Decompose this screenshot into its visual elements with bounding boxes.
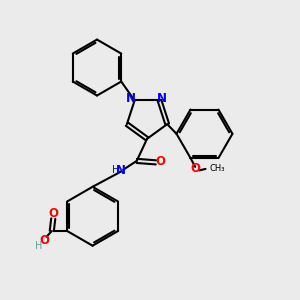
Text: CH₃: CH₃ bbox=[210, 164, 225, 173]
Text: H: H bbox=[112, 165, 120, 175]
Text: O: O bbox=[48, 207, 58, 220]
Text: O: O bbox=[155, 155, 165, 168]
Text: O: O bbox=[191, 162, 201, 176]
Text: N: N bbox=[126, 92, 136, 106]
Text: N: N bbox=[116, 164, 126, 177]
Text: H: H bbox=[34, 241, 42, 251]
Text: N: N bbox=[157, 92, 167, 105]
Text: O: O bbox=[39, 234, 49, 247]
